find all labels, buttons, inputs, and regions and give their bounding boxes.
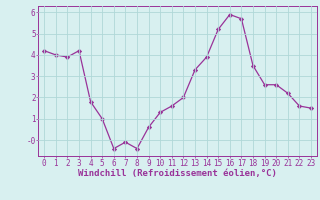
X-axis label: Windchill (Refroidissement éolien,°C): Windchill (Refroidissement éolien,°C) [78,169,277,178]
